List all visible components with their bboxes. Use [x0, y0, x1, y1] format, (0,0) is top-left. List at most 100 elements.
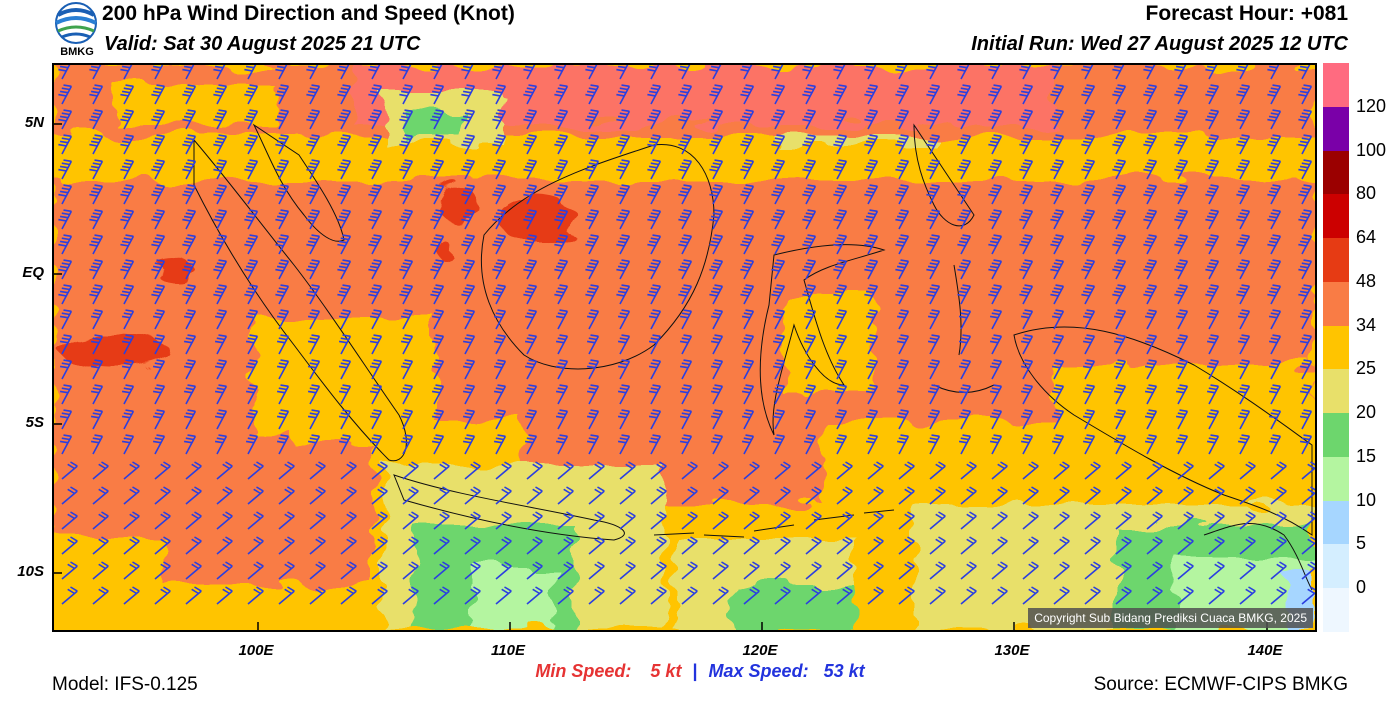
wind-barb — [399, 159, 414, 180]
wind-barb — [120, 134, 135, 155]
wind-barb — [461, 134, 476, 155]
max-speed-value: 53 kt — [823, 661, 865, 681]
wind-barb — [927, 309, 941, 330]
wind-barb — [185, 486, 202, 505]
wind-barb — [464, 586, 481, 605]
wind-barb — [431, 384, 445, 405]
wind-barb — [988, 109, 1003, 130]
wind-barb — [1236, 234, 1251, 255]
wind-barb — [803, 434, 817, 455]
wind-barb — [120, 159, 135, 180]
wind-barb — [492, 84, 507, 105]
wind-barb — [493, 384, 507, 405]
wind-barb — [495, 561, 512, 580]
wind-barb — [1236, 284, 1251, 305]
lon-label-140e: 140E — [1247, 642, 1283, 659]
wind-barb — [867, 486, 884, 505]
wind-barb — [585, 159, 600, 180]
wind-barb — [338, 434, 352, 455]
wind-barb — [371, 561, 388, 580]
wind-barb — [213, 84, 228, 105]
wind-barb — [402, 486, 419, 505]
wind-barb — [526, 511, 543, 530]
wind-barb — [493, 334, 507, 355]
wind-barb — [307, 309, 321, 330]
wind-barb — [617, 409, 631, 430]
wind-barb — [1206, 434, 1220, 455]
wind-barb — [90, 434, 104, 455]
wind-barb — [183, 359, 197, 380]
wind-barb — [865, 334, 879, 355]
wind-barb — [244, 84, 259, 105]
wind-barb — [523, 109, 538, 130]
wind-barb — [399, 259, 414, 280]
wind-barb — [1206, 309, 1220, 330]
wind-barb — [464, 486, 481, 505]
wind-barb — [585, 65, 598, 80]
wind-barb — [1298, 184, 1313, 205]
wind-barb — [337, 259, 352, 280]
wind-barb — [1022, 461, 1039, 480]
wind-barb — [1174, 65, 1187, 80]
wind-barb — [895, 234, 910, 255]
wind-barb — [988, 284, 1003, 305]
wind-barb — [369, 384, 383, 405]
wind-barb — [898, 461, 915, 480]
wind-barb — [554, 109, 569, 130]
wind-barb — [1298, 65, 1311, 80]
wind-barb — [309, 486, 326, 505]
wind-barb — [275, 84, 290, 105]
wind-barb — [803, 384, 817, 405]
wind-barb — [865, 434, 879, 455]
wind-barb — [743, 586, 760, 605]
wind-barb — [710, 384, 724, 405]
wind-barb — [743, 486, 760, 505]
wind-barb — [369, 334, 383, 355]
wind-barb — [461, 234, 476, 255]
wind-barb — [991, 536, 1008, 555]
wind-barb — [1175, 434, 1189, 455]
colorbar-label: 48 — [1356, 270, 1377, 291]
wind-barb — [1115, 511, 1132, 530]
wind-barb — [185, 511, 202, 530]
wind-barb — [836, 511, 853, 530]
wind-barb — [554, 159, 569, 180]
wind-barb — [523, 209, 538, 230]
wind-barb — [957, 284, 972, 305]
wind-barb — [960, 561, 977, 580]
wind-barb — [247, 461, 264, 480]
wind-barb — [1267, 65, 1280, 80]
wind-barb — [1081, 209, 1096, 230]
wind-barb — [802, 184, 817, 205]
wind-barb — [152, 434, 166, 455]
wind-barb — [368, 65, 381, 80]
colorbar-cell — [1323, 238, 1349, 283]
wind-barb — [771, 109, 786, 130]
colorbar-cell — [1323, 413, 1349, 458]
wind-barb — [1020, 434, 1034, 455]
wind-barb — [58, 184, 73, 205]
wind-barb — [1019, 84, 1034, 105]
wind-barb — [1143, 209, 1158, 230]
wind-barb — [152, 334, 166, 355]
wind-barb — [306, 184, 321, 205]
wind-barb — [92, 461, 109, 480]
wind-barb — [1112, 259, 1127, 280]
speed-separator: | — [692, 661, 698, 681]
wind-barb — [710, 334, 724, 355]
wind-barb — [678, 159, 693, 180]
wind-barb — [896, 384, 910, 405]
wind-barb — [802, 209, 817, 230]
wind-barb — [989, 334, 1003, 355]
wind-barb — [960, 486, 977, 505]
wind-barb — [492, 159, 507, 180]
wind-barb — [1143, 65, 1156, 80]
wind-barb — [895, 209, 910, 230]
wind-barb — [1205, 109, 1220, 130]
wind-barb — [1298, 134, 1313, 155]
wind-barb — [617, 359, 631, 380]
wind-barb — [926, 284, 941, 305]
wind-barb — [647, 234, 662, 255]
wind-barb — [276, 409, 290, 430]
wind-barb — [1146, 536, 1163, 555]
